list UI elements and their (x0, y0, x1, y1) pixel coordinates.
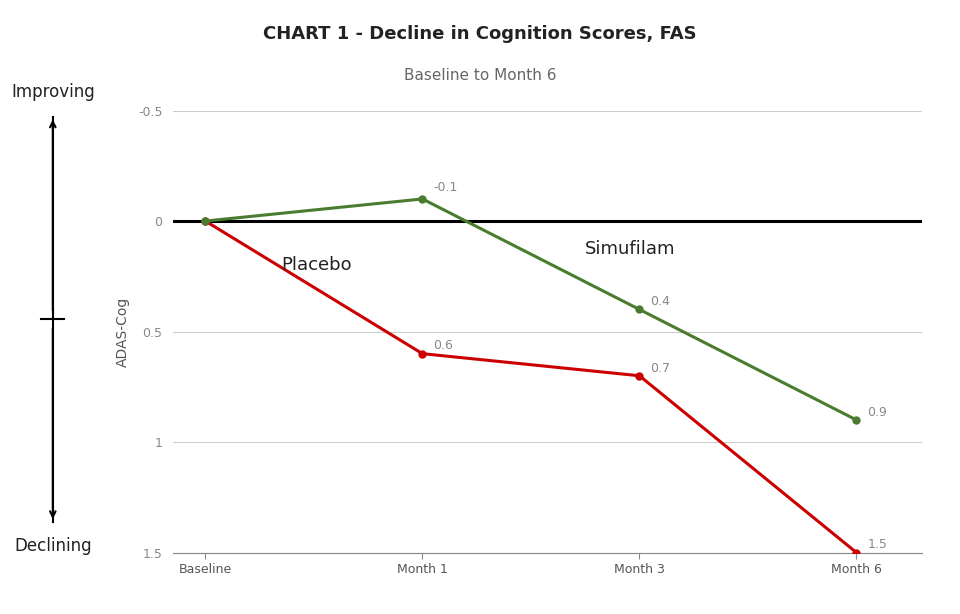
Text: 0.7: 0.7 (651, 362, 670, 375)
Text: CHART 1 - Decline in Cognition Scores, FAS: CHART 1 - Decline in Cognition Scores, F… (263, 25, 697, 42)
Text: 0.9: 0.9 (868, 406, 887, 419)
Y-axis label: ADAS-Cog: ADAS-Cog (115, 297, 130, 367)
Text: Declining: Declining (14, 537, 91, 555)
Text: 0.4: 0.4 (651, 295, 670, 308)
Text: Simufilam: Simufilam (586, 240, 676, 258)
Text: Baseline to Month 6: Baseline to Month 6 (404, 68, 556, 82)
Text: Placebo: Placebo (281, 255, 352, 274)
Text: Improving: Improving (11, 84, 95, 101)
Text: 0.6: 0.6 (434, 340, 453, 352)
Text: 1.5: 1.5 (868, 538, 887, 551)
Text: -0.1: -0.1 (434, 181, 458, 193)
